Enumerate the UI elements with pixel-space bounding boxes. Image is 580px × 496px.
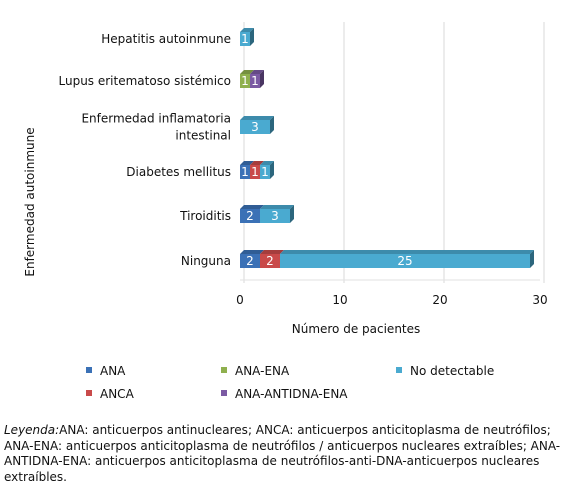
data-label: 1: [251, 165, 259, 179]
data-label: 1: [241, 165, 249, 179]
bar-segment: [240, 165, 250, 179]
bar-top-face: [250, 161, 264, 165]
bar-segment: [240, 120, 270, 134]
category-label: Hepatitis autoinmune: [101, 32, 231, 46]
bar-top-face: [240, 205, 264, 209]
category-label: Ninguna: [181, 254, 231, 268]
legend-swatch: [86, 367, 92, 373]
bar-segment: [240, 32, 250, 46]
category-label: intestinal: [175, 129, 231, 143]
bar-top-face: [260, 205, 294, 209]
stacked-bar-chart: 11 131 1 12 32 2 25 Hepatitis autoinmuneLupus …: [23, 22, 548, 401]
bar-top-face: [240, 116, 274, 120]
x-tick-label: 0: [236, 293, 244, 307]
bar-segment: [250, 165, 260, 179]
x-tick-labels: 0 10 20 30: [236, 293, 547, 307]
category-label: Diabetes mellitus: [126, 165, 231, 179]
legend-label: ANA-ANTIDNA-ENA: [235, 387, 348, 401]
data-label: 3: [271, 209, 279, 223]
bar-top-face: [280, 250, 534, 254]
data-label: 1: [241, 32, 249, 46]
data-label: 2: [246, 254, 254, 268]
bar-top-face: [240, 70, 254, 74]
legend-swatch: [221, 367, 227, 373]
bar-top-face: [260, 161, 274, 165]
grid-lines: [240, 22, 545, 283]
bar-side-face: [290, 205, 294, 223]
bar-segment: [240, 254, 260, 268]
data-label: 1: [261, 165, 269, 179]
bar-top-face: [260, 250, 284, 254]
bar-top-face: [240, 161, 254, 165]
data-label: 2: [266, 254, 274, 268]
legend-swatch: [86, 390, 92, 396]
category-label: Lupus eritematoso sistémico: [59, 74, 232, 88]
data-label: 3: [251, 120, 259, 134]
bar-top-face: [250, 70, 264, 74]
legend-label: ANA: [100, 364, 126, 378]
legend-swatch: [221, 390, 227, 396]
category-label: Enfermedad inflamatoria: [81, 112, 231, 126]
legend-swatch: [396, 367, 402, 373]
bar-segment: [280, 254, 530, 268]
legend-label: ANCA: [100, 387, 135, 401]
legend-note-label: Leyenda:: [4, 423, 60, 437]
x-tick-label: 20: [432, 293, 447, 307]
data-label: 25: [397, 254, 412, 268]
bar-series: 11 131 1 12 32 2 25: [240, 28, 534, 268]
legend-label: ANA-ENA: [235, 364, 290, 378]
y-axis-title: Enfermedad autoinmune: [23, 127, 37, 276]
bar-side-face: [250, 28, 254, 46]
bar-segment: [260, 254, 280, 268]
bar-side-face: [270, 116, 274, 134]
category-labels: Hepatitis autoinmune Lupus eritematoso si…: [59, 32, 232, 268]
legend-note: Leyenda:ANA: anticuerpos antinucleares; …: [4, 423, 578, 485]
x-tick-label: 30: [532, 293, 547, 307]
bar-side-face: [260, 70, 264, 88]
bar-segment: [240, 209, 260, 223]
bar-segment: [260, 209, 290, 223]
data-label: 1: [251, 74, 259, 88]
data-label: 2: [246, 209, 254, 223]
legend-note-text: ANA: anticuerpos antinucleares; ANCA: an…: [4, 423, 561, 484]
bar-top-face: [240, 250, 264, 254]
x-tick-label: 10: [332, 293, 347, 307]
x-axis-title: Número de pacientes: [292, 322, 421, 336]
bar-segment: [240, 74, 250, 88]
category-label: Tiroiditis: [179, 209, 231, 223]
bar-side-face: [530, 250, 534, 268]
bar-segment: [260, 165, 270, 179]
bar-top-face: [240, 28, 254, 32]
legend-label: No detectable: [410, 364, 494, 378]
data-label: 1: [241, 74, 249, 88]
bar-segment: [250, 74, 260, 88]
bar-side-face: [270, 161, 274, 179]
legend: ANA ANA-ENA No detectable ANCA ANA-ANTIDNA-E…: [86, 364, 494, 401]
